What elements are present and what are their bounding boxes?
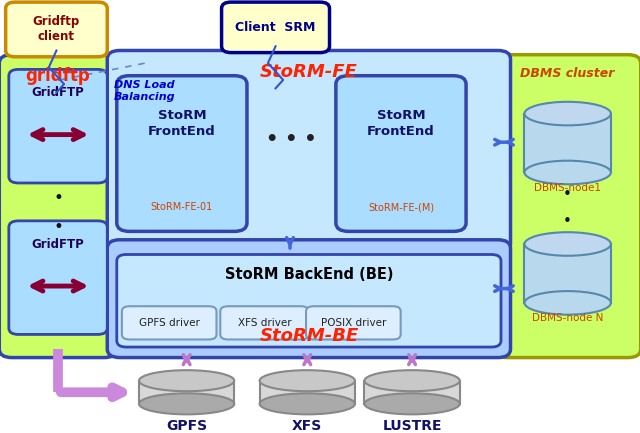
FancyBboxPatch shape	[108, 51, 511, 252]
Ellipse shape	[260, 393, 355, 414]
FancyBboxPatch shape	[336, 76, 466, 231]
FancyBboxPatch shape	[116, 76, 247, 231]
Ellipse shape	[525, 102, 611, 126]
FancyBboxPatch shape	[122, 306, 216, 339]
Text: StoRM-FE-(M): StoRM-FE-(M)	[368, 203, 434, 213]
Polygon shape	[139, 381, 234, 404]
Text: POSIX driver: POSIX driver	[321, 318, 386, 328]
Text: DNS Load
Balancing: DNS Load Balancing	[114, 80, 175, 101]
Polygon shape	[525, 244, 611, 303]
Text: XFS: XFS	[292, 419, 323, 433]
Text: GPFS: GPFS	[166, 419, 207, 433]
FancyBboxPatch shape	[220, 306, 308, 339]
Ellipse shape	[364, 370, 460, 391]
Text: StoRM-BE: StoRM-BE	[259, 327, 358, 345]
FancyBboxPatch shape	[306, 306, 401, 339]
Ellipse shape	[525, 232, 611, 256]
Text: LUSTRE: LUSTRE	[382, 419, 442, 433]
Text: GPFS driver: GPFS driver	[139, 318, 200, 328]
FancyBboxPatch shape	[221, 2, 330, 52]
Text: StoRM-FE-01: StoRM-FE-01	[151, 203, 213, 213]
FancyBboxPatch shape	[9, 221, 108, 334]
Polygon shape	[364, 381, 460, 404]
Ellipse shape	[525, 161, 611, 184]
Ellipse shape	[364, 393, 460, 414]
Ellipse shape	[139, 393, 234, 414]
FancyBboxPatch shape	[0, 55, 116, 358]
FancyBboxPatch shape	[116, 255, 501, 347]
Ellipse shape	[525, 291, 611, 315]
Text: StoRM BackEnd (BE): StoRM BackEnd (BE)	[225, 267, 393, 282]
Text: StoRM
FrontEnd: StoRM FrontEnd	[367, 109, 435, 138]
Ellipse shape	[139, 370, 234, 391]
Text: Gridftp
client: Gridftp client	[33, 16, 80, 43]
Text: DBMS-node1: DBMS-node1	[534, 183, 601, 193]
FancyBboxPatch shape	[495, 55, 640, 358]
Polygon shape	[260, 381, 355, 404]
Text: GridFTP: GridFTP	[31, 86, 84, 99]
Text: StoRM
FrontEnd: StoRM FrontEnd	[148, 109, 216, 138]
Ellipse shape	[260, 370, 355, 391]
Text: • • •: • • •	[266, 130, 317, 149]
Polygon shape	[525, 113, 611, 172]
Text: XFS driver: XFS driver	[237, 318, 291, 328]
Text: DBMS cluster: DBMS cluster	[520, 67, 615, 80]
FancyBboxPatch shape	[108, 240, 511, 358]
Text: GridFTP: GridFTP	[31, 238, 84, 251]
Text: StoRM-FE: StoRM-FE	[260, 63, 358, 81]
Text: gridftp: gridftp	[26, 67, 90, 85]
Text: •
•: • •	[53, 189, 63, 236]
Text: Client  SRM: Client SRM	[236, 21, 316, 34]
FancyBboxPatch shape	[9, 69, 108, 183]
Text: DBMS-node N: DBMS-node N	[532, 313, 604, 323]
Text: •
•: • •	[563, 187, 572, 229]
FancyBboxPatch shape	[6, 2, 108, 57]
